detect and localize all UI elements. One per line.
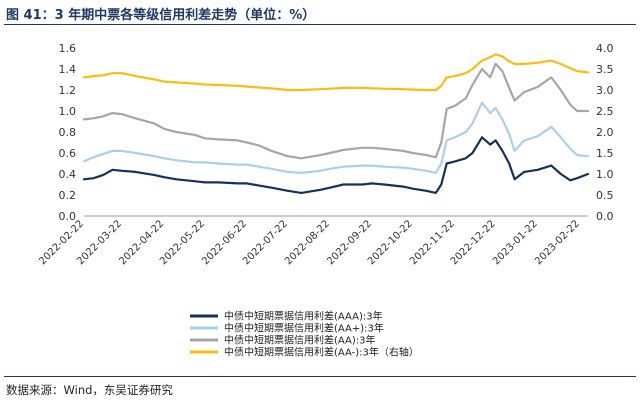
y-right-tick-label: 1.5 (596, 147, 614, 160)
y-left-tick-label: 1.6 (59, 42, 77, 55)
series-line-0 (82, 136, 590, 194)
y-right-tick-label: 4.0 (596, 42, 614, 55)
chart-canvas: 0.0 0.2 0.4 0.6 0.8 1.0 1.2 1.4 1.6 0.0 0.5 1.0 1.5 2… (37, 42, 614, 359)
y-left-tick-label: 0.0 (59, 210, 77, 223)
legend-label-2: 中债中短期票据信用利差(AA):3年 (224, 334, 376, 347)
legend-label-0: 中债中短期票据信用利差(AAA):3年 (224, 310, 383, 323)
series-line-2 (82, 62, 590, 160)
source-note: 数据来源：Wind，东吴证券研究 (6, 383, 173, 397)
y-right-tick-label: 3.0 (596, 84, 614, 97)
title-rule (4, 24, 636, 25)
axes-group: 0.0 0.2 0.4 0.6 0.8 1.0 1.2 1.4 1.6 0.0 0.5 1.0 1.5 2… (59, 42, 614, 223)
y-right-tick-label: 0.5 (596, 189, 614, 202)
y-left-tick-label: 0.2 (59, 189, 77, 202)
y-left-tick-label: 0.6 (59, 147, 77, 160)
y-right-tick-label: 0.0 (596, 210, 614, 223)
series-line-3 (82, 53, 590, 92)
legend-label-3: 中债中短期票据信用利差(AA-):3年（右轴） (224, 346, 419, 359)
y-left-tick-label: 0.4 (59, 168, 77, 181)
y-right-tick-label: 2.5 (596, 105, 614, 118)
legend-label-1: 中债中短期票据信用利差(AA+):3年 (224, 322, 384, 335)
series-line-1 (82, 101, 590, 174)
y-right-tick-label: 3.5 (596, 63, 614, 76)
y-left-tick-label: 1.4 (59, 63, 77, 76)
y-left-tick-label: 1.2 (59, 84, 77, 97)
y-left-tick-label: 0.8 (59, 126, 77, 139)
y-right-tick-label: 1.0 (596, 168, 614, 181)
x-tick-label: 2023-02-22 (533, 218, 582, 267)
x-tick-labels: 2022-02-222022-03-222022-04-222022-05-22… (37, 218, 582, 267)
series-lines (82, 53, 590, 194)
legend: 中债中短期票据信用利差(AAA):3年中债中短期票据信用利差(AA+):3年中债… (190, 310, 419, 359)
source-rule (4, 376, 636, 377)
figure-title: 图 41：3 年期中票各等级信用利差走势（单位：%） (6, 8, 316, 23)
y-right-tick-label: 2.0 (596, 126, 614, 139)
y-left-tick-label: 1.0 (59, 105, 77, 118)
